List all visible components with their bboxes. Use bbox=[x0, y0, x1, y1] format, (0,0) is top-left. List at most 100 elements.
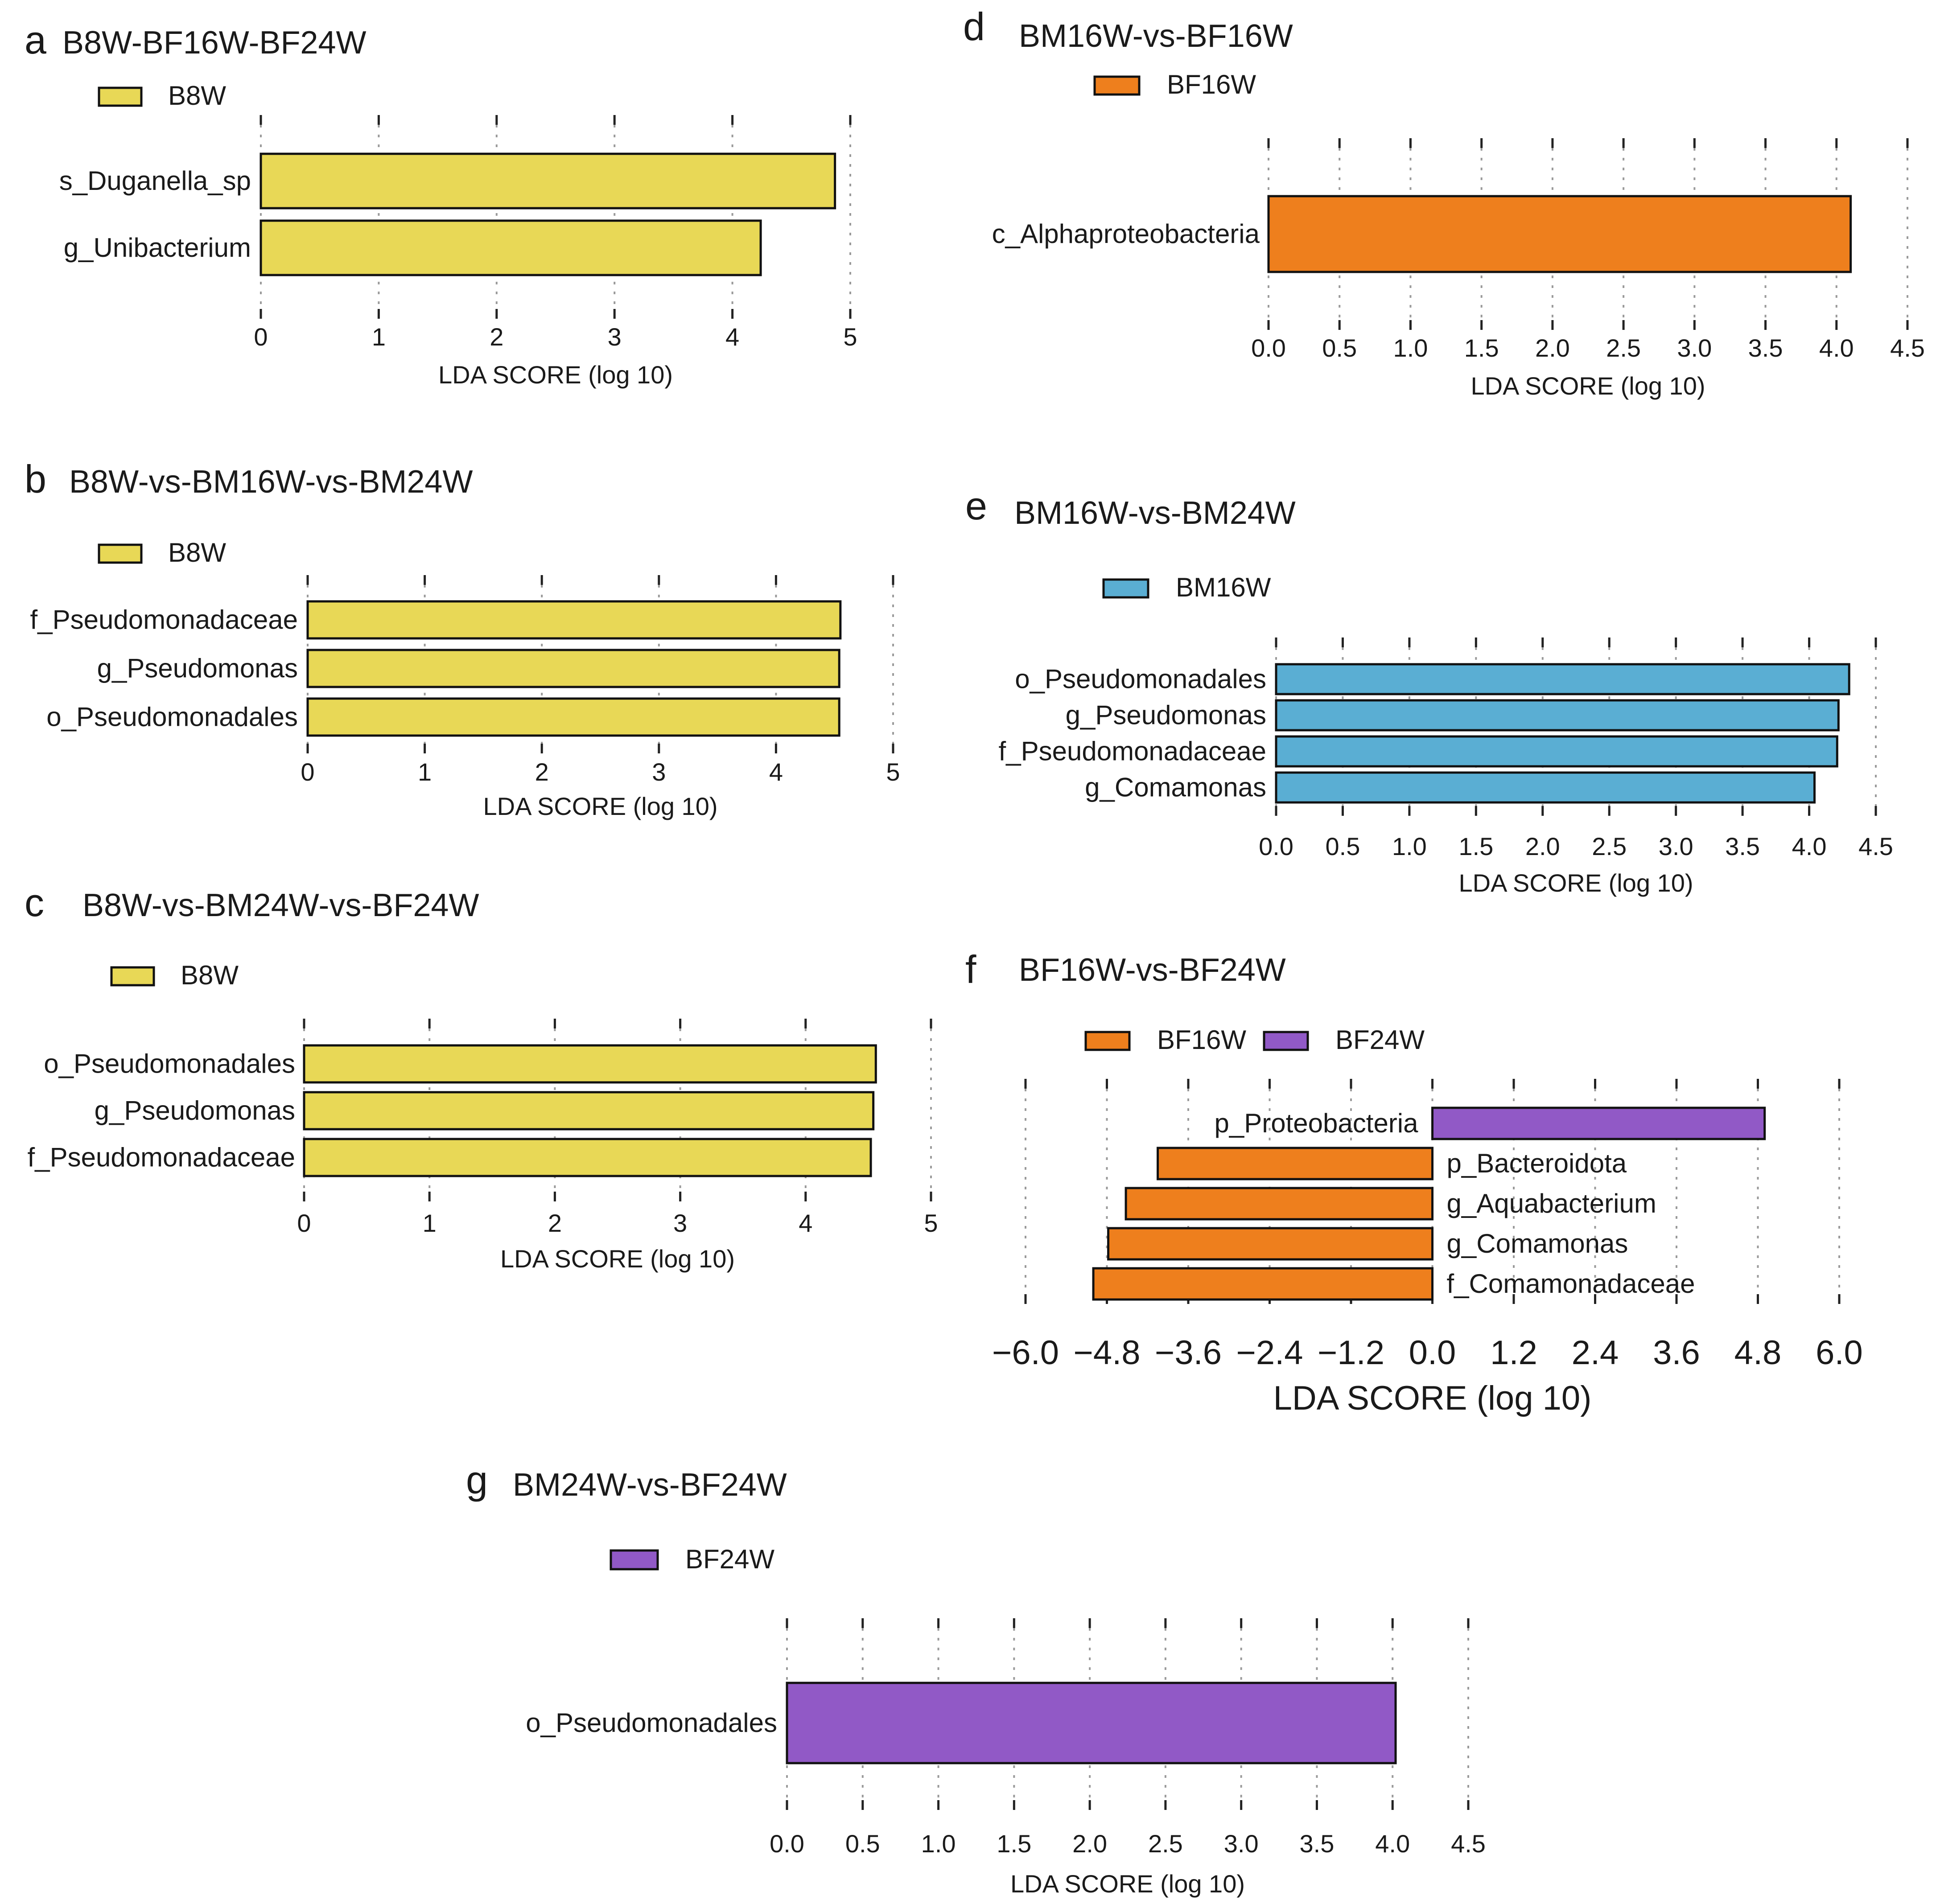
panel-g-category-label: o_Pseudomonadales bbox=[526, 1708, 777, 1738]
panel-c-bar bbox=[303, 1091, 875, 1131]
panel-f-tick-label: 1.2 bbox=[1490, 1334, 1537, 1372]
panel-f-category-label: g_Comamonas bbox=[1447, 1229, 1628, 1258]
panel-e-tick-label: 2.0 bbox=[1525, 832, 1560, 860]
panel-a-category-label: s_Duganella_sp bbox=[59, 166, 251, 196]
panel-a-bar bbox=[260, 152, 836, 210]
panel-f-category-label: p_Proteobacteria bbox=[1215, 1108, 1419, 1138]
panel-b-bar bbox=[306, 649, 840, 688]
panel-b-tick-label: 4 bbox=[769, 758, 783, 786]
panel-d-category-label: c_Alphaproteobacteria bbox=[992, 219, 1260, 249]
panel-g-tick-label: 0.5 bbox=[845, 1830, 880, 1858]
panel-a-letter: a bbox=[25, 18, 46, 62]
panel-f-tick-label: 0.0 bbox=[1409, 1334, 1456, 1372]
panel-g-tick-label: 4.0 bbox=[1375, 1830, 1410, 1858]
panel-f-letter: f bbox=[965, 947, 976, 991]
panel-e-tick-label: 0.5 bbox=[1326, 832, 1360, 860]
panel-b-tick-label: 0 bbox=[301, 758, 314, 786]
panel-d-tick-label: 2.0 bbox=[1535, 334, 1570, 362]
panel-f-legend-label: BF24W bbox=[1335, 1025, 1425, 1055]
panel-a-tick-label: 2 bbox=[490, 323, 503, 351]
panel-e-tick-label: 1.0 bbox=[1392, 832, 1427, 860]
panel-b: b B8W-vs-BM16W-vs-BM24W B8W 0 1 2 3 4 5 f_Pseudom… bbox=[25, 457, 900, 820]
panel-c-tick-label: 5 bbox=[924, 1209, 938, 1237]
panel-a-title: B8W-BF16W-BF24W bbox=[62, 25, 367, 61]
panel-d-tick-label: 3.0 bbox=[1677, 334, 1712, 362]
panel-b-bar bbox=[306, 600, 842, 640]
panel-f-category-label: f_Comamonadaceae bbox=[1447, 1269, 1695, 1299]
panel-b-x-axis-label: LDA SCORE (log 10) bbox=[483, 792, 718, 820]
panel-a-legend-swatch bbox=[98, 86, 143, 107]
panel-c: c B8W-vs-BM24W-vs-BF24W B8W 0 1 2 3 4 5 o_Pseudom… bbox=[25, 880, 938, 1273]
panel-a-tick-label: 4 bbox=[725, 323, 739, 351]
panel-b-tick-label: 3 bbox=[652, 758, 666, 786]
panel-d-legend-label: BF16W bbox=[1167, 70, 1256, 99]
panel-d-tick-label: 0.5 bbox=[1322, 334, 1357, 362]
panel-e-legend-label: BM16W bbox=[1176, 572, 1271, 602]
panel-c-x-axis-label: LDA SCORE (log 10) bbox=[500, 1245, 735, 1273]
panel-e-letter: e bbox=[965, 484, 987, 528]
panel-e-tick-label: 3.5 bbox=[1725, 832, 1760, 860]
panel-c-tick-label: 0 bbox=[297, 1209, 311, 1237]
panel-c-tick-label: 4 bbox=[799, 1209, 812, 1237]
panel-f-tick-label: −6.0 bbox=[992, 1334, 1059, 1372]
panel-d-legend-swatch bbox=[1093, 75, 1141, 96]
panel-f-tick-label: 4.8 bbox=[1734, 1334, 1782, 1372]
panel-a-x-axis-label: LDA SCORE (log 10) bbox=[438, 361, 673, 389]
panel-g-tick-label: 0.0 bbox=[770, 1830, 804, 1858]
panel-g-title: BM24W-vs-BF24W bbox=[513, 1467, 787, 1503]
panel-a-tick-label: 5 bbox=[843, 323, 857, 351]
panel-d-tick-label: 0.0 bbox=[1251, 334, 1286, 362]
panel-c-category-label: o_Pseudomonadales bbox=[44, 1049, 295, 1079]
panel-c-category-label: f_Pseudomonadaceae bbox=[28, 1143, 295, 1172]
panel-g-letter: g bbox=[466, 1458, 488, 1502]
panel-a-bar bbox=[260, 219, 762, 276]
panel-b-category-label: o_Pseudomonadales bbox=[46, 702, 298, 732]
panel-f-category-label: g_Aquabacterium bbox=[1447, 1188, 1656, 1218]
panel-g-tick-label: 2.5 bbox=[1148, 1830, 1183, 1858]
panel-b-category-label: f_Pseudomonadaceae bbox=[30, 605, 298, 635]
panel-b-tick-label: 5 bbox=[886, 758, 900, 786]
panel-f: f BF16W-vs-BF24W BF16W BF24W −6.0 −4.8 −3.6 −2.… bbox=[965, 947, 1863, 1417]
panel-g-tick-label: 3.0 bbox=[1224, 1830, 1259, 1858]
panel-g-legend-swatch bbox=[610, 1549, 659, 1571]
panel-f-tick-label: 2.4 bbox=[1572, 1334, 1619, 1372]
panel-c-legend-label: B8W bbox=[181, 960, 239, 990]
panel-d-tick-label: 1.0 bbox=[1393, 334, 1428, 362]
panel-f-tick-label: 6.0 bbox=[1816, 1334, 1863, 1372]
panel-c-tick-label: 2 bbox=[548, 1209, 562, 1237]
panel-e-tick-label: 4.0 bbox=[1792, 832, 1827, 860]
panel-g-tick-label: 3.5 bbox=[1300, 1830, 1335, 1858]
panel-f-title: BF16W-vs-BF24W bbox=[1019, 952, 1286, 988]
panel-b-tick-label: 1 bbox=[418, 758, 432, 786]
panel-f-legend-swatch bbox=[1263, 1031, 1309, 1051]
panel-g-x-axis-label: LDA SCORE (log 10) bbox=[1010, 1870, 1245, 1898]
panel-b-bar bbox=[306, 697, 840, 737]
panel-e-title: BM16W-vs-BM24W bbox=[1014, 495, 1296, 531]
panel-f-bar bbox=[1157, 1147, 1433, 1180]
panel-d-title: BM16W-vs-BF16W bbox=[1019, 18, 1293, 54]
panel-e-bar bbox=[1275, 663, 1850, 695]
panel-g-tick-label: 1.5 bbox=[997, 1830, 1031, 1858]
panel-b-letter: b bbox=[25, 457, 46, 501]
panel-b-tick-label: 2 bbox=[535, 758, 549, 786]
panel-g-tick-label: 2.0 bbox=[1072, 1830, 1107, 1858]
panel-c-bar bbox=[303, 1138, 872, 1177]
panel-e: e BM16W-vs-BM24W BM16W 0.0 0.5 1.0 1.5 2.0 2.5 3.… bbox=[965, 484, 1893, 897]
panel-f-tick-label: −2.4 bbox=[1236, 1334, 1303, 1372]
panel-d-x-axis-label: LDA SCORE (log 10) bbox=[1471, 372, 1705, 400]
panel-f-bar bbox=[1125, 1187, 1433, 1221]
panel-e-tick-label: 2.5 bbox=[1592, 832, 1627, 860]
panel-e-bar bbox=[1275, 699, 1840, 732]
panel-f-bar bbox=[1431, 1106, 1766, 1140]
panel-e-x-axis-label: LDA SCORE (log 10) bbox=[1459, 869, 1693, 897]
panel-b-legend-label: B8W bbox=[168, 538, 226, 567]
panel-d: d BM16W-vs-BF16W BF16W 0.0 0.5 1.0 1.5 2.0 2.5 3.… bbox=[963, 4, 1925, 400]
panel-c-tick-label: 3 bbox=[673, 1209, 687, 1237]
panel-g-tick-label: 1.0 bbox=[921, 1830, 956, 1858]
panel-b-title: B8W-vs-BM16W-vs-BM24W bbox=[69, 464, 473, 500]
panel-e-bar bbox=[1275, 735, 1838, 768]
panel-a-tick-label: 0 bbox=[254, 323, 268, 351]
panel-g-legend-label: BF24W bbox=[685, 1544, 774, 1574]
panel-d-tick-label: 4.0 bbox=[1819, 334, 1854, 362]
